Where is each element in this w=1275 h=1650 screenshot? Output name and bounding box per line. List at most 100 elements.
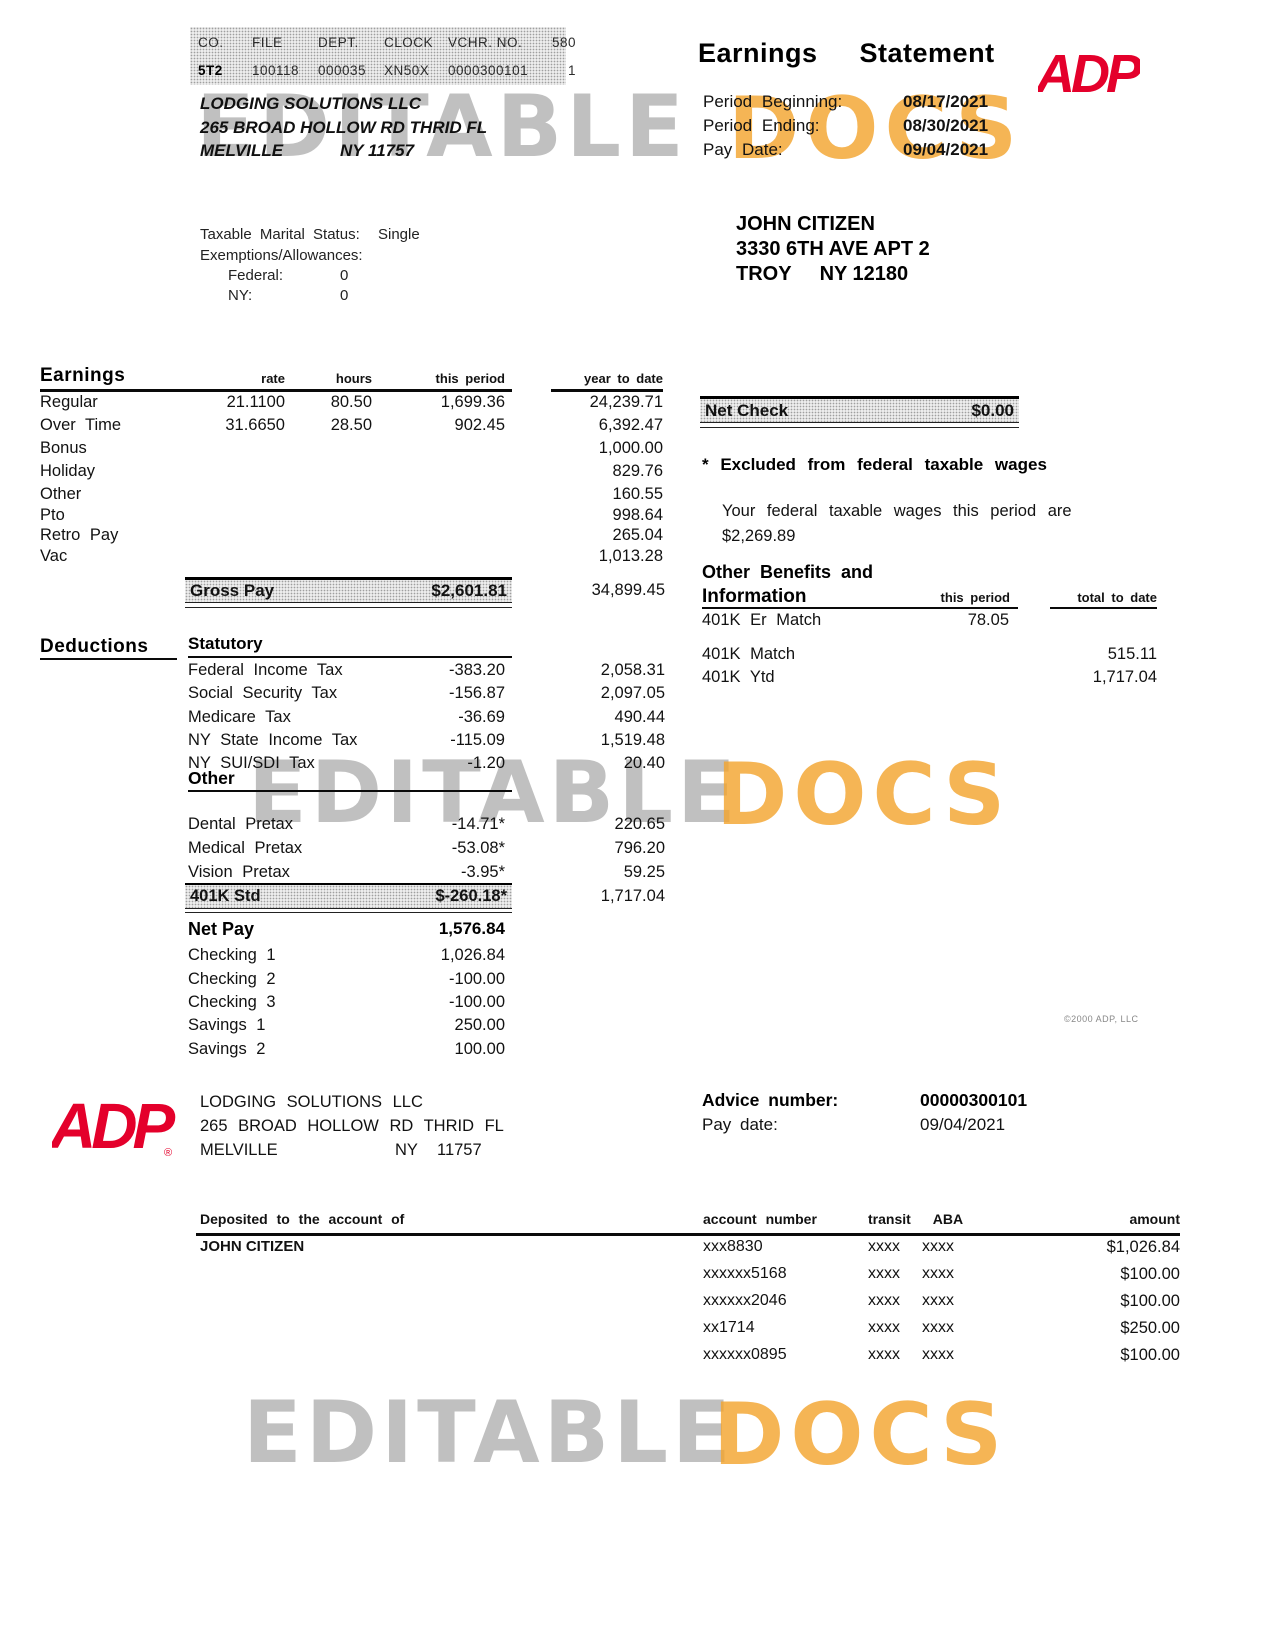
earnings-row-label: Bonus	[40, 439, 87, 457]
gross-pay-underline	[185, 607, 512, 608]
earnings-row-this-period	[372, 462, 505, 481]
voucher-value-vchr: 0000300101	[448, 62, 529, 78]
other-deduction-row: Vision Pretax -3.95* 59.25	[188, 863, 665, 882]
k401-std-underline	[185, 912, 512, 913]
deposit-row: xxxxxx5168 xxxx xxxx $100.00	[200, 1265, 1180, 1284]
deposits-col-transit: transit	[868, 1211, 911, 1227]
earnings-row-this-period	[372, 439, 505, 458]
earnings-row-hours	[285, 485, 372, 504]
earnings-col-ytd: year to date	[584, 371, 663, 386]
watermark-docs-bottom: DOCS	[713, 1385, 1009, 1485]
fed-taxable-amount: $2,269.89	[722, 527, 796, 545]
footer-company-city: MELVILLE	[200, 1141, 278, 1159]
watermark-editable-middle: EDITABLE	[248, 743, 740, 843]
deposits-col-aba: ABA	[932, 1211, 964, 1227]
company-address-footer: LODGING SOLUTIONS LLC 265 BROAD HOLLOW R…	[200, 1090, 504, 1162]
exemptions-label: Exemptions/Allowances:	[200, 247, 363, 264]
footer-company-state: NY	[395, 1141, 418, 1159]
benefits-total-divider	[1050, 607, 1157, 609]
adp-copyright: ©2000 ADP, LLC	[1064, 1014, 1139, 1024]
earnings-row-label: Pto	[40, 506, 65, 524]
distribution-amount: -100.00	[449, 993, 505, 1011]
gross-pay-label: Gross Pay	[190, 581, 275, 600]
net-check-label: Net Check	[705, 400, 789, 420]
earnings-row-ytd: 6,392.47	[598, 416, 663, 434]
deposits-col-account: account number	[703, 1211, 817, 1227]
statutory-row: Medicare Tax -36.69 490.44	[188, 708, 665, 727]
fed-taxable-note: Your federal taxable wages this period a…	[722, 502, 1072, 520]
net-check-underline	[700, 427, 1019, 428]
other-deductions-title: Other	[188, 768, 235, 788]
watermark-editable-bottom: EDITABLE	[243, 1383, 735, 1483]
footer-company-zip: 11757	[437, 1141, 482, 1159]
gross-pay-box: Gross Pay $2,601.81	[185, 577, 512, 603]
deposit-amount: $250.00	[1120, 1319, 1180, 1337]
earnings-row-this-period	[372, 506, 505, 525]
marital-status-value: Single	[378, 226, 420, 243]
other-deduction-row: Medical Pretax -53.08* 796.20	[188, 839, 665, 858]
other-deductions-divider	[188, 790, 512, 792]
deduction-ytd: 220.65	[614, 815, 665, 833]
earnings-row-label: Holiday	[40, 462, 96, 480]
deduction-label: Medical Pretax	[188, 839, 303, 857]
deposit-row: xx1714 xxxx xxxx $250.00	[200, 1319, 1180, 1338]
k401-std-amount: $-260.18*	[435, 887, 507, 905]
earnings-row-hours	[285, 547, 372, 566]
voucher-label-file: FILE	[252, 35, 283, 50]
benefits-row-this-period	[877, 645, 1009, 664]
earnings-row-ytd: 1,000.00	[598, 439, 663, 457]
earnings-row-this-period	[372, 485, 505, 504]
period-ending-value: 08/30/2021	[903, 116, 989, 135]
tax-info-block: Taxable Marital Status: Single Exemptions…	[200, 226, 420, 304]
benefits-row: 401K Ytd 1,717.04	[702, 668, 1157, 687]
benefits-row-total	[1009, 611, 1157, 630]
svg-text:ADP: ADP	[52, 1090, 175, 1160]
benefits-row-label: 401K Ytd	[702, 668, 775, 686]
deduction-this-period: -115.09	[450, 731, 505, 749]
benefits-row-this-period: 78.05	[967, 611, 1009, 629]
earnings-row: Bonus 1,000.00	[40, 439, 663, 458]
earnings-row-hours: 28.50	[330, 416, 372, 434]
deposit-holder: JOHN CITIZEN	[200, 1238, 305, 1255]
deposit-aba: xxxx	[922, 1265, 954, 1282]
company-name: LODGING SOLUTIONS LLC	[200, 94, 421, 113]
earnings-row-hours: 80.50	[330, 393, 372, 411]
distribution-amount: -100.00	[449, 970, 505, 988]
statutory-row: Federal Income Tax -383.20 2,058.31	[188, 661, 665, 680]
ny-exemptions-line: NY: 0	[228, 287, 420, 304]
company-city-line: MELVILLE NY 11757	[200, 139, 487, 163]
deposit-account: xxxxxx5168	[703, 1265, 787, 1282]
deduction-label: NY State Income Tax	[188, 731, 358, 749]
earnings-row-hours	[285, 462, 372, 481]
earnings-row-label: Other	[40, 485, 82, 503]
earnings-row-label: Regular	[40, 393, 98, 411]
marital-status-label: Taxable Marital Status:	[200, 226, 360, 243]
deposit-row: xxxxxx2046 xxxx xxxx $100.00	[200, 1292, 1180, 1311]
deposits-divider	[196, 1233, 1180, 1236]
deduction-label: Federal Income Tax	[188, 661, 343, 679]
excluded-note: * Excluded from federal taxable wages	[702, 455, 1047, 474]
statutory-divider	[188, 656, 512, 658]
deposit-holder	[200, 1346, 703, 1365]
earnings-col-this-period: this period	[435, 371, 505, 386]
voucher-label-co: CO.	[198, 35, 224, 50]
voucher-value-seq: 1	[567, 62, 576, 78]
footer-pay-date-value: 09/04/2021	[920, 1115, 1006, 1134]
distribution-row: Savings 1 250.00	[188, 1016, 505, 1035]
deposit-amount: $100.00	[1120, 1292, 1180, 1310]
deposit-transit-aba: xxxx xxxx	[868, 1319, 1058, 1338]
adp-logo-icon: ADP	[1034, 42, 1147, 107]
footer-pay-date-label: Pay date:	[702, 1115, 778, 1134]
deductions-divider	[40, 658, 177, 660]
earnings-row-rate	[188, 485, 285, 504]
deduction-this-period: -1.20	[467, 754, 505, 772]
distribution-amount: 250.00	[454, 1016, 505, 1034]
deduction-ytd: 59.25	[623, 863, 665, 881]
deduction-ytd: 796.20	[614, 839, 665, 857]
deposit-account: xxxxxx0895	[703, 1346, 787, 1363]
deposit-aba: xxxx	[922, 1292, 954, 1309]
statutory-row: NY State Income Tax -115.09 1,519.48	[188, 731, 665, 750]
page-title: Earnings Statement	[698, 38, 995, 68]
distribution-row: Checking 1 1,026.84	[188, 946, 505, 965]
pay-date-label: Pay Date:	[703, 140, 783, 159]
